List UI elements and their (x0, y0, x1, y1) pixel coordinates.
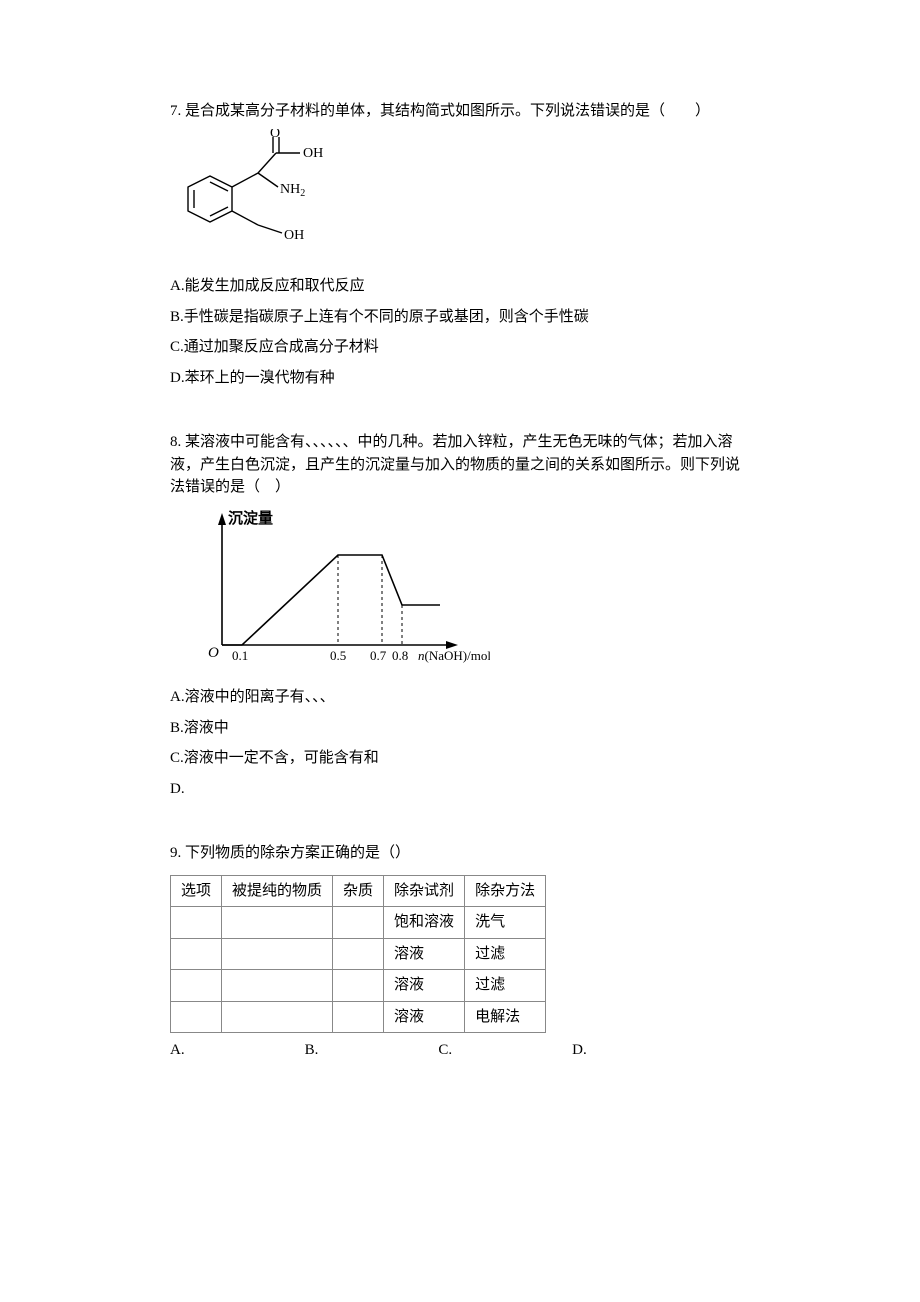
th-impurity: 杂质 (333, 875, 384, 907)
table-row: 溶液 过滤 (171, 970, 546, 1002)
graph-ylabel: 沉淀量 (228, 509, 273, 527)
table-row: 饱和溶液 洗气 (171, 907, 546, 939)
q7-option-a: A.能发生加成反应和取代反应 (170, 275, 750, 298)
q9-table: 选项 被提纯的物质 杂质 除杂试剂 除杂方法 饱和溶液 洗气 溶液 过滤 (170, 875, 546, 1034)
th-option: 选项 (171, 875, 222, 907)
q8-option-d: D. (170, 778, 750, 801)
q8-option-c: C.溶液中一定不含，可能含有和 (170, 747, 750, 770)
q9-inline-options: A. B. C. D. (170, 1039, 750, 1062)
q7-molecule-figure: O OH NH2 OH (170, 129, 750, 262)
label-o: O (270, 129, 280, 141)
q8-option-a: A.溶液中的阳离子有、、、 (170, 686, 750, 709)
table-row: 溶液 电解法 (171, 1001, 546, 1033)
label-oh-bot: OH (284, 228, 304, 243)
q7-option-b: B.手性碳是指碳原子上连有个不同的原子或基团，则含个手性碳 (170, 306, 750, 329)
th-reagent: 除杂试剂 (384, 875, 465, 907)
graph-origin: O (208, 645, 219, 661)
xtick-2: 0.7 (370, 648, 387, 663)
question-9: 9. 下列物质的除杂方案正确的是（） 选项 被提纯的物质 杂质 除杂试剂 除杂方… (170, 842, 750, 1062)
xtick-3: 0.8 (392, 648, 408, 663)
label-nh2: NH2 (280, 182, 305, 199)
question-7: 7. 是合成某高分子材料的单体，其结构简式如图所示。下列说法错误的是（ ） (170, 100, 750, 389)
q7-option-c: C.通过加聚反应合成高分子材料 (170, 336, 750, 359)
q9-answer-b: B. (305, 1039, 319, 1062)
q8-stem: 8. 某溶液中可能含有、、、、、、中的几种。若加入锌粒，产生无色无味的气体；若加… (170, 431, 750, 499)
q9-answer-a: A. (170, 1039, 185, 1062)
q9-answer-c: C. (438, 1039, 452, 1062)
q8-option-b: B.溶液中 (170, 717, 750, 740)
q9-answer-d: D. (572, 1039, 587, 1062)
label-oh-top: OH (303, 146, 323, 161)
molecule-svg: O OH NH2 OH (170, 129, 345, 254)
q7-stem: 7. 是合成某高分子材料的单体，其结构简式如图所示。下列说法错误的是（ ） (170, 100, 750, 123)
exam-page: 7. 是合成某高分子材料的单体，其结构简式如图所示。下列说法错误的是（ ） (0, 0, 920, 1164)
xtick-1: 0.5 (330, 648, 346, 663)
table-row: 溶液 过滤 (171, 938, 546, 970)
th-method: 除杂方法 (465, 875, 546, 907)
q7-option-d: D.苯环上的一溴代物有种 (170, 367, 750, 390)
th-target: 被提纯的物质 (222, 875, 333, 907)
q8-graph-figure: 沉淀量 O 0.1 0.5 0.7 0.8 n(NaOH)/mol (170, 505, 750, 673)
xtick-0: 0.1 (232, 648, 248, 663)
graph-xlabel: n(NaOH)/mol (418, 648, 490, 663)
q9-stem: 9. 下列物质的除杂方案正确的是（） (170, 842, 750, 865)
question-8: 8. 某溶液中可能含有、、、、、、中的几种。若加入锌粒，产生无色无味的气体；若加… (170, 431, 750, 800)
precipitate-graph-svg: 沉淀量 O 0.1 0.5 0.7 0.8 n(NaOH)/mol (170, 505, 490, 665)
table-header-row: 选项 被提纯的物质 杂质 除杂试剂 除杂方法 (171, 875, 546, 907)
